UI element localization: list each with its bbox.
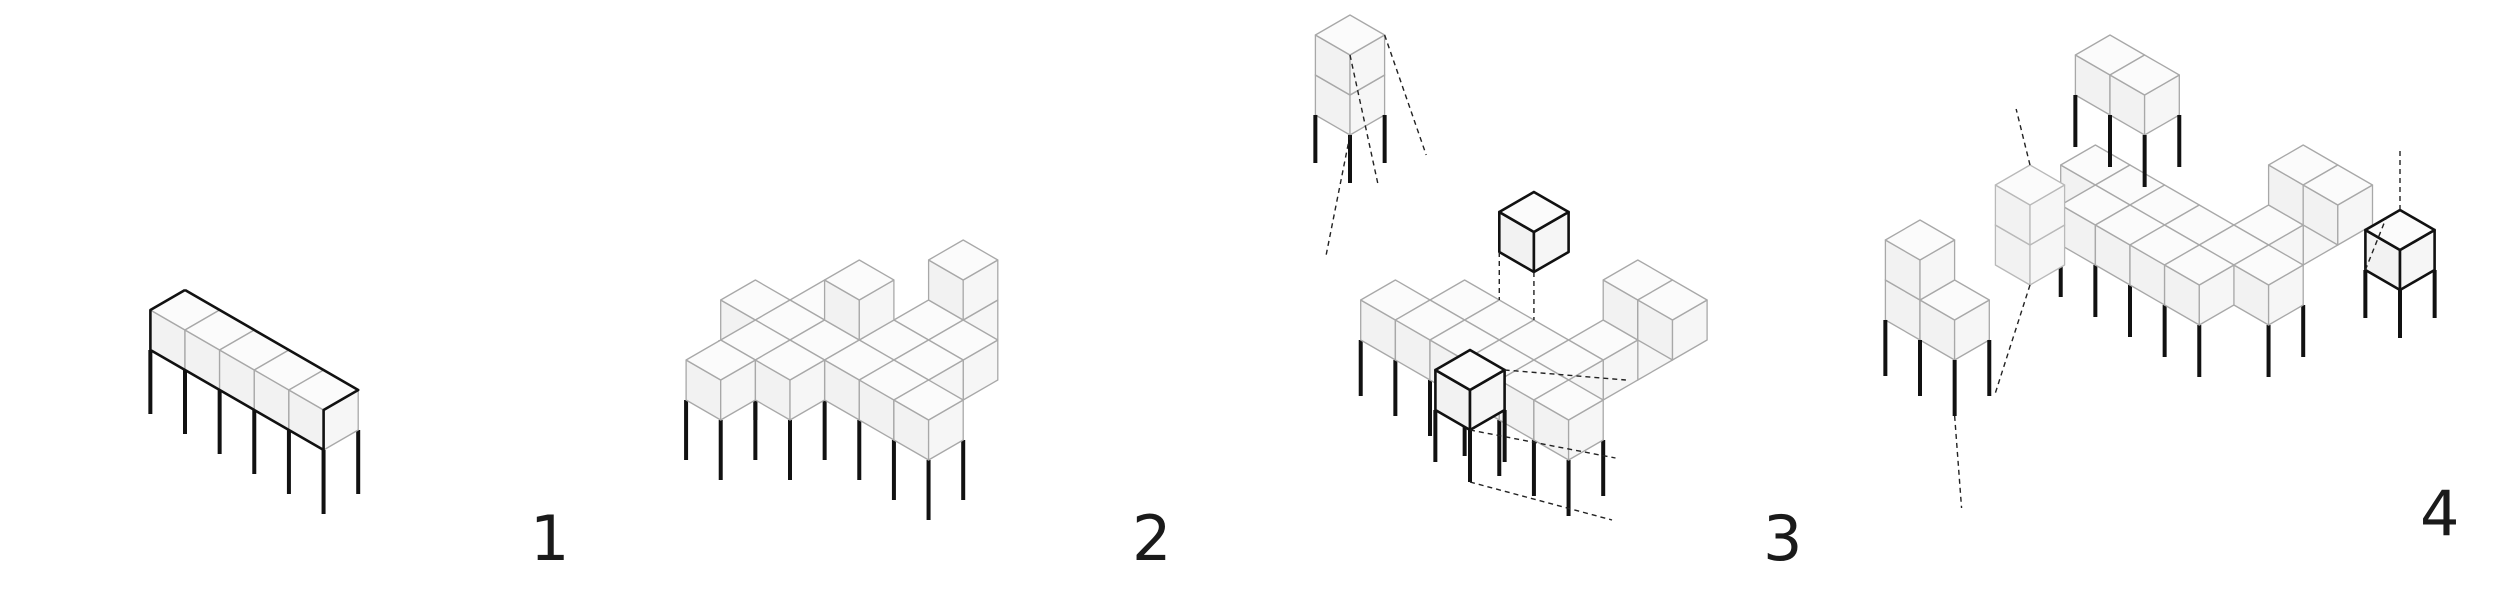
- guide-line: [2364, 217, 2387, 271]
- stage-label-2: 2: [1132, 502, 1171, 575]
- guide-line: [1383, 34, 1427, 156]
- cube-module: [2109, 54, 2180, 136]
- guide-line: [1325, 134, 1351, 258]
- stage-label-3: 3: [1763, 502, 1802, 575]
- guide-line: [1994, 284, 2031, 394]
- stage-label-1: 1: [530, 502, 569, 575]
- cube-module: [1533, 379, 1604, 461]
- guide-line: [1469, 481, 1613, 521]
- stage-label-4: 4: [2420, 477, 2459, 550]
- cube-module: [2364, 208, 2436, 292]
- cube-module: [1434, 348, 1506, 432]
- cube-module: [927, 239, 999, 321]
- cube-module: [1498, 190, 1570, 274]
- cube-module: [893, 379, 964, 461]
- cube-module: [2163, 244, 2235, 326]
- cube-module: [685, 339, 757, 421]
- guide-line: [1504, 369, 1626, 381]
- cube-module: [1919, 279, 1990, 361]
- cube-module: [2302, 164, 2374, 246]
- cube-module: [2233, 244, 2304, 326]
- guide-line: [2015, 108, 2031, 166]
- guide-line: [1349, 54, 1379, 184]
- cube-module: [1884, 219, 1956, 301]
- guide-line: [1469, 429, 1616, 459]
- cube-module: [754, 339, 826, 421]
- cluster-outline: [149, 288, 360, 452]
- guide-line: [1953, 415, 1963, 509]
- cube-module: [1994, 164, 2066, 246]
- cube-module: [823, 259, 895, 341]
- cube-module: [1637, 279, 1708, 361]
